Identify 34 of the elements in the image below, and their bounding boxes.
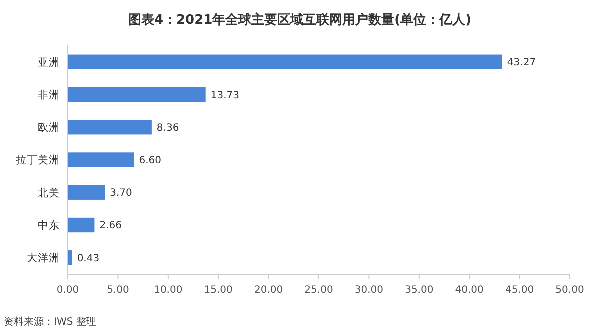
- y-tick-label: 中东: [38, 218, 60, 232]
- x-tick-label: 30.00: [354, 285, 384, 296]
- y-tick-label: 大洋洲: [27, 252, 60, 265]
- text: 资料来源：IWS 整理: [4, 316, 96, 328]
- x-tick-label: 5.00: [107, 285, 130, 296]
- bar: [68, 185, 106, 200]
- data-label: 6.60: [139, 156, 162, 166]
- y-tick-label: 亚洲: [38, 56, 60, 69]
- x-tick-label: 25.00: [304, 285, 334, 296]
- bar: [68, 152, 134, 168]
- chart-title: 图表4：2021年全球主要区域互联网用户数量(单位：亿人): [128, 12, 472, 28]
- y-tick-label: 欧洲: [38, 121, 60, 134]
- y-tick-label: 非洲: [38, 88, 60, 102]
- data-label: 43.27: [507, 58, 536, 69]
- bar: [68, 250, 72, 266]
- y-tick-label: 拉丁美洲: [16, 154, 60, 167]
- x-tick-label: 0.00: [56, 285, 80, 296]
- bar: [68, 218, 95, 233]
- data-label: 13.73: [210, 90, 240, 102]
- data-label: 2.66: [100, 220, 122, 232]
- x-tick-label: 45.00: [505, 285, 534, 296]
- y-tick-label: 北美: [38, 186, 60, 200]
- data-label: 0.43: [77, 253, 100, 264]
- x-tick-label: 35.00: [405, 285, 434, 296]
- data-label: 3.70: [110, 188, 132, 200]
- x-tick-label: 10.00: [154, 285, 183, 296]
- data-label: 8.36: [156, 122, 180, 134]
- bar: [68, 120, 152, 135]
- bar: [68, 54, 502, 70]
- x-tick-label: 40.00: [455, 285, 484, 296]
- x-tick-label: 50.00: [556, 285, 584, 296]
- x-tick-label: 15.00: [204, 285, 233, 296]
- x-tick-label: 20.00: [254, 285, 284, 296]
- bar: [68, 87, 206, 102]
